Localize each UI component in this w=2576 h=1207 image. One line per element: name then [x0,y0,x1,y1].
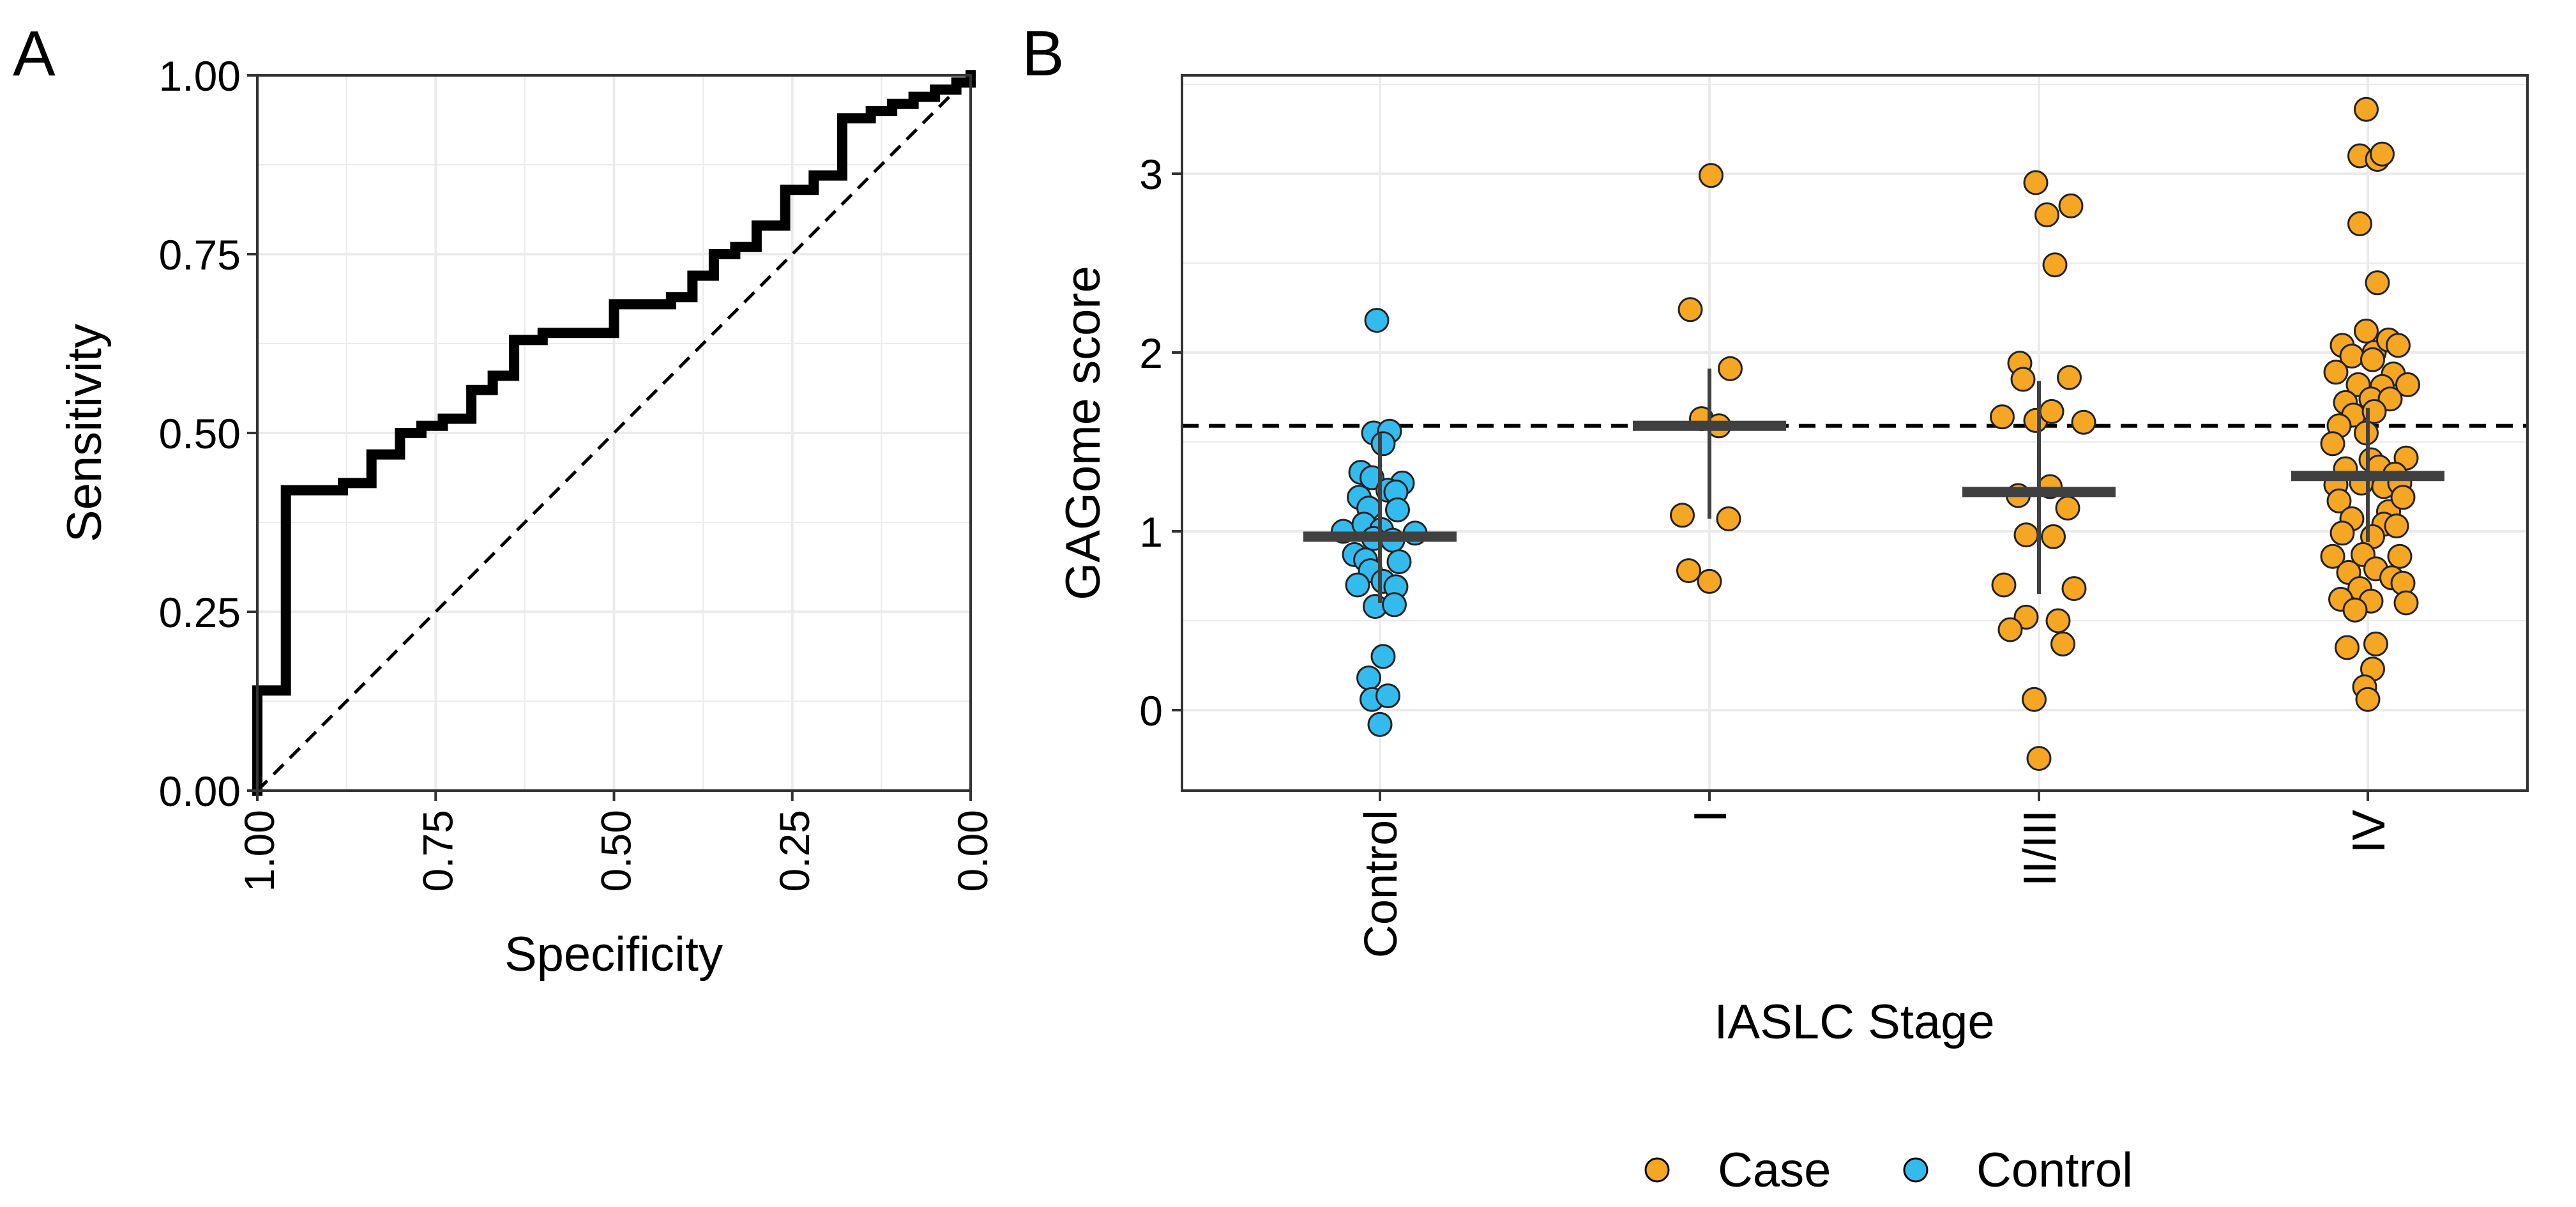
point-ii-iii-10 [2071,409,2096,435]
point-i-8 [1697,568,1722,594]
point-ii-iii-8 [2039,399,2065,424]
point-ii-iii-22 [2022,687,2047,712]
point-ii-iii-6 [2057,365,2082,390]
panel-b-y-ticks: 0 1 2 3 [1139,151,1182,734]
point-iv-55 [2363,631,2388,657]
point-control-20 [1386,549,1412,575]
panel-a-y-tick-label-2: 0.50 [159,410,241,457]
panel-a-series [252,70,976,796]
panel-a-x-axis-label: Specificity [504,927,723,982]
panel-a-x-tick-label-1: 0.75 [414,810,461,892]
panel-b-x-ticks: Control I II/III IV [1356,791,2395,958]
point-iv-25 [2320,431,2345,457]
point-iv-4 [2347,211,2372,236]
point-control-26 [1382,592,1407,618]
legend-case-label: Case [1718,1143,1831,1197]
point-control-28 [1356,665,1381,691]
point-ii-iii-2 [2058,193,2084,218]
point-ii-iii-13 [2055,496,2080,521]
point-control-0 [1364,308,1390,333]
point-ii-iii-1 [2034,202,2059,227]
panel-a-x-tick-label-3: 0.25 [771,810,818,892]
panel-a-y-tick-label-1: 0.25 [159,589,241,636]
point-iv-12 [2323,360,2349,385]
panel-a-y-tick-label-0: 0.00 [159,768,241,815]
point-ii-iii-0 [2023,170,2049,195]
point-iv-35 [2326,488,2352,513]
point-iv-53 [2393,590,2419,616]
panel-b-y-axis-label: GAGome score [1056,266,1110,600]
panel-a-x-tick-label-4: 0.00 [949,810,996,892]
point-ii-iii-9 [1990,404,2015,430]
panel-a-x-ticks: 1.00 0.75 0.50 0.25 0.00 [236,791,996,892]
point-ii-iii-16 [1991,572,2017,598]
panel-b-border [1181,74,2529,792]
panel-b-y-tick-label-1: 1 [1139,508,1163,556]
point-iv-17 [2395,372,2420,397]
point-ii-iii-20 [1997,617,2023,642]
legend: Case Control [1644,1143,2133,1197]
point-iv-13 [2360,347,2385,372]
panel-b-y-tick-label-2: 2 [1139,330,1163,377]
point-iv-37 [2390,485,2416,510]
panel-a-x-tick-label-0: 1.00 [236,810,283,892]
point-i-7 [1676,558,1701,584]
point-i-1 [1678,297,1703,323]
point-iv-0 [2354,96,2379,122]
point-control-31 [1367,711,1393,737]
roc-curve-line [252,70,976,796]
point-ii-iii-23 [2026,746,2052,771]
panel-b-x-tick-label-3: IV [2344,810,2395,853]
panel-b-summaries [1303,368,2444,603]
point-control-3 [1370,431,1396,457]
panel-a-y-tick-label-3: 0.75 [159,231,241,278]
point-iv-59 [2355,687,2381,712]
panel-b-plot-area [1182,75,2527,791]
point-iv-43 [2320,543,2345,569]
point-ii-iii-15 [2041,524,2066,549]
panel-a-y-ticks: 0.00 0.25 0.50 0.75 1.00 [159,52,257,815]
panel-b-x-tick-label-2: II/III [2015,810,2066,886]
point-control-30 [1375,683,1400,709]
point-iv-10 [2386,333,2411,358]
point-ii-iii-19 [2045,608,2071,634]
panel-b-scatter: B Control I II/III IV 0 1 2 3 IASLC Stage GAGo… [1022,18,2529,1197]
legend-case-swatch [1644,1157,1670,1183]
point-ii-iii-3 [2042,252,2068,278]
point-ii-iii-17 [2061,576,2087,602]
legend-control-swatch [1903,1157,1928,1183]
panel-b-x-tick-label-1: I [1685,810,1736,823]
point-i-6 [1716,506,1741,531]
point-iv-3 [2370,141,2395,167]
point-ii-iii-5 [2010,367,2036,392]
legend-control-label: Control [1976,1143,2133,1197]
point-control-27 [1370,644,1396,669]
panel-b-x-tick-label-0: Control [1356,810,1407,958]
point-iv-56 [2335,635,2360,660]
point-iv-45 [2387,543,2413,569]
point-ii-iii-21 [2050,631,2075,657]
panel-b-y-tick-label-3: 3 [1139,151,1163,198]
panel-b-label: B [1022,18,1064,89]
point-i-5 [1670,503,1695,528]
panel-b-x-axis-label: IASLC Stage [1714,995,1994,1049]
point-iv-54 [2342,597,2368,623]
point-i-2 [1718,356,1743,381]
point-iv-41 [2330,520,2355,546]
point-iv-5 [2365,270,2390,296]
panel-a-label: A [13,18,56,89]
point-ii-iii-14 [2013,522,2039,548]
point-control-22 [1345,572,1370,598]
chance-diagonal-line [256,74,972,792]
point-iv-7 [2354,318,2379,344]
point-i-0 [1699,163,1724,188]
point-control-11 [1385,497,1410,522]
point-iv-40 [2384,513,2409,539]
panel-b-y-tick-label-0: 0 [1139,687,1163,734]
panel-a-x-tick-label-2: 0.50 [593,810,640,892]
panel-a-y-axis-label: Sensitivity [57,324,112,542]
panel-a-roc-curve: A 1.00 0.75 0.50 0.25 0.00 0.000.250.500.751… [13,18,996,982]
panel-a-y-tick-label-4: 1.00 [159,52,241,100]
